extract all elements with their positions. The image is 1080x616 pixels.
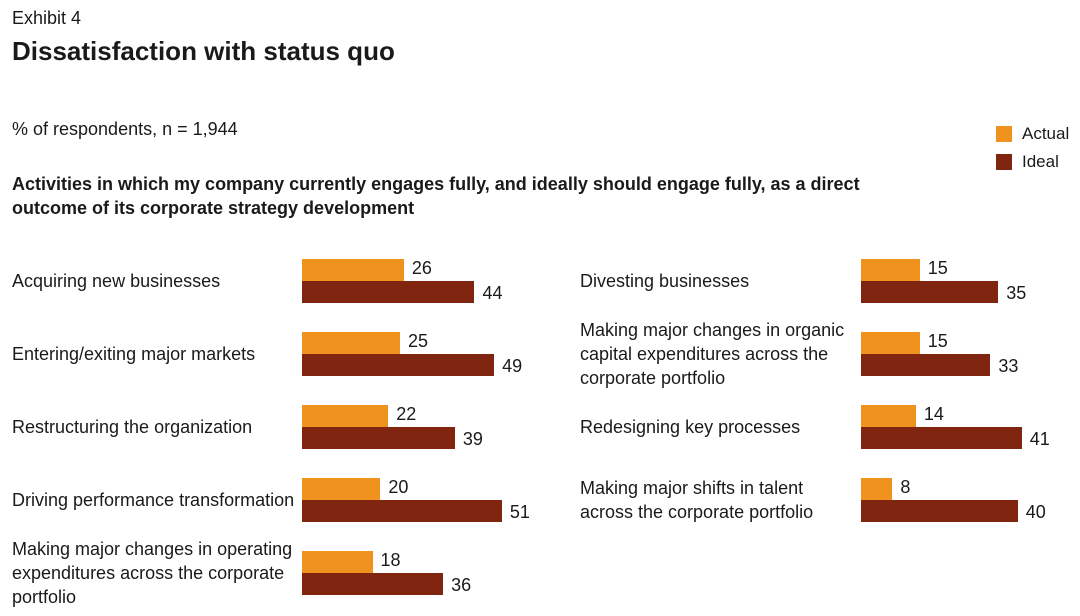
- category-label: Making major changes in operating expend…: [12, 539, 293, 607]
- bar-actual: [302, 259, 404, 281]
- bar-ideal: [861, 427, 1022, 449]
- bar-ideal: [861, 354, 991, 376]
- data-label-ideal: 40: [1025, 502, 1046, 522]
- bar-actual: [302, 551, 373, 573]
- data-label-actual: 20: [388, 477, 409, 497]
- exhibit-label: Exhibit 4: [12, 8, 82, 28]
- data-label-ideal: 35: [1006, 283, 1027, 303]
- data-label-ideal: 49: [502, 356, 523, 376]
- data-label-actual: 26: [411, 258, 432, 278]
- category-label: Redesigning key processes: [580, 417, 801, 437]
- data-label-actual: 18: [380, 550, 401, 570]
- legend: Actual Ideal: [996, 120, 1069, 176]
- data-label-ideal: 51: [509, 502, 530, 522]
- data-label-ideal: 39: [462, 429, 483, 449]
- legend-swatch-ideal: [996, 154, 1012, 170]
- legend-swatch-actual: [996, 126, 1012, 142]
- category-label: Divesting businesses: [580, 271, 750, 291]
- legend-label-actual: Actual: [1022, 124, 1070, 143]
- chart-subtitle: % of respondents, n = 1,944: [12, 119, 238, 139]
- data-label-actual: 15: [927, 258, 948, 278]
- bar-actual: [302, 478, 381, 500]
- bar-actual: [861, 478, 893, 500]
- bar-actual: [861, 405, 916, 427]
- legend-item-ideal: Ideal: [996, 148, 1069, 176]
- data-label-actual: 25: [408, 331, 429, 351]
- data-label-actual: 8: [900, 477, 911, 497]
- category-label: Restructuring the organization: [12, 417, 253, 437]
- category-label: Entering/exiting major markets: [12, 344, 256, 364]
- chart-heading: Activities in which my company currently…: [12, 174, 860, 218]
- bar-ideal: [861, 281, 999, 303]
- bar-actual: [861, 259, 920, 281]
- bar-ideal: [302, 573, 444, 595]
- bar-ideal: [861, 500, 1018, 522]
- bar-ideal: [302, 281, 475, 303]
- chart-title: Dissatisfaction with status quo: [12, 36, 395, 66]
- data-label-actual: 15: [927, 331, 948, 351]
- category-label: Making major changes in organic capital …: [580, 320, 845, 388]
- data-label-ideal: 41: [1029, 429, 1050, 449]
- bar-actual: [302, 332, 400, 354]
- legend-item-actual: Actual: [996, 120, 1069, 148]
- category-label: Acquiring new businesses: [12, 271, 221, 291]
- bar-ideal: [302, 500, 502, 522]
- data-label-ideal: 33: [998, 356, 1019, 376]
- data-label-actual: 22: [396, 404, 417, 424]
- bar-actual: [861, 332, 920, 354]
- bar-ideal: [302, 354, 495, 376]
- category-label: Driving performance transformation: [12, 490, 295, 510]
- bar-ideal: [302, 427, 455, 449]
- bar-actual: [302, 405, 389, 427]
- data-label-ideal: 44: [482, 283, 503, 303]
- data-label-ideal: 36: [451, 575, 472, 595]
- legend-label-ideal: Ideal: [1022, 152, 1059, 171]
- data-label-actual: 14: [923, 404, 944, 424]
- category-label: Making major shifts in talent across the…: [580, 478, 814, 522]
